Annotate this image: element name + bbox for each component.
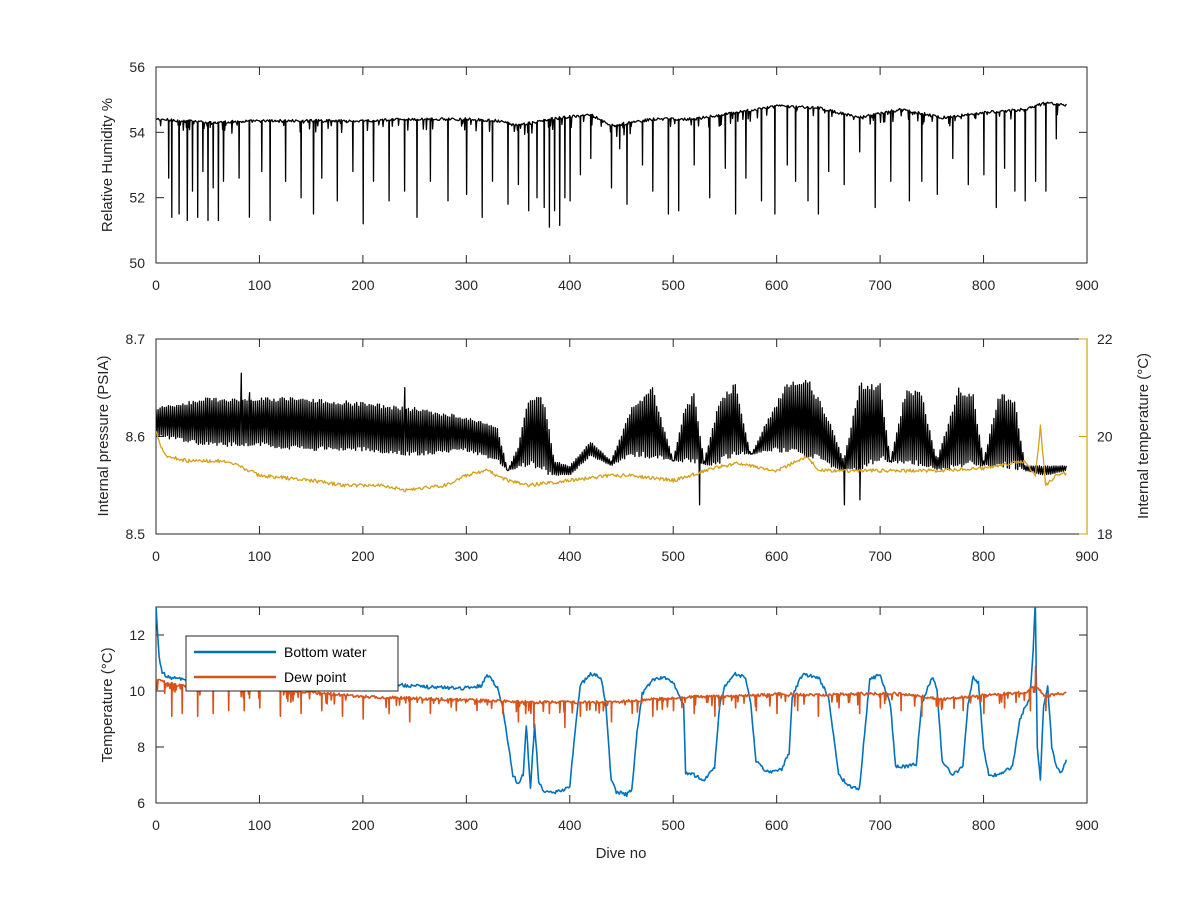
series-line-1-1 (156, 424, 1067, 493)
plot-area (155, 66, 1088, 264)
x-tick-label: 900 (1075, 548, 1099, 564)
x-tick-label: 300 (455, 817, 479, 833)
y-tick-label: 8.5 (126, 526, 146, 542)
y-tick-label: 56 (129, 59, 145, 75)
x-tick-label: 400 (558, 277, 582, 293)
x-tick-label: 900 (1075, 277, 1099, 293)
x-tick-label: 800 (972, 548, 996, 564)
y-tick-label: 12 (129, 627, 145, 643)
data-lines (156, 372, 1067, 506)
x-tick-label: 0 (152, 277, 160, 293)
legend-box (185, 635, 399, 692)
y-tick-label: 6 (137, 795, 145, 811)
y-tick-label-right: 18 (1097, 526, 1113, 542)
x-axis-label: Dive no (596, 845, 647, 862)
x-tick-label: 700 (868, 548, 892, 564)
x-axis-ticks: 0 100 200 300 400 500 600 700 800 900 (152, 339, 1099, 564)
y-axis-ticks: 8.5 8.6 8.7 (126, 331, 164, 542)
y-tick-label: 8.6 (126, 429, 146, 445)
legend: Bottom water Dew point (185, 635, 399, 692)
x-tick-label: 300 (455, 548, 479, 564)
x-tick-label: 900 (1075, 817, 1099, 833)
y-axis-right-label: Internal temperature (°C) (1135, 353, 1152, 519)
y-tick-label: 52 (129, 190, 145, 206)
x-tick-label: 400 (558, 817, 582, 833)
x-tick-label: 600 (765, 548, 789, 564)
x-tick-label: 500 (662, 277, 686, 293)
x-tick-label: 500 (662, 548, 686, 564)
x-tick-label: 0 (152, 817, 160, 833)
x-axis-ticks: 0 100 200 300 400 500 600 700 800 900 (152, 67, 1099, 293)
y-axis-label: Internal pressure (PSIA) (95, 356, 112, 517)
x-tick-label: 0 (152, 548, 160, 564)
y-tick-label: 10 (129, 683, 145, 699)
x-tick-label: 700 (868, 277, 892, 293)
series-line-0-0 (156, 101, 1067, 228)
y-axis-ticks: 6 8 10 12 (129, 627, 1087, 811)
panel-temperature: 0 100 200 300 400 500 600 700 800 900 6 8 10 12 Temp… (99, 606, 1099, 862)
x-tick-label: 300 (455, 277, 479, 293)
y-tick-label-right: 20 (1097, 429, 1113, 445)
y-tick-label-right: 22 (1097, 331, 1113, 347)
x-tick-label: 200 (351, 548, 375, 564)
x-tick-label: 100 (248, 277, 272, 293)
x-tick-label: 800 (972, 277, 996, 293)
y-tick-label: 54 (129, 124, 145, 140)
x-axis-ticks: 0 100 200 300 400 500 600 700 800 900 (152, 607, 1099, 833)
x-tick-label: 400 (558, 548, 582, 564)
y-axis-ticks: 50 52 54 56 (129, 59, 1087, 271)
y-tick-label: 8 (137, 739, 145, 755)
series-line-2-1 (156, 665, 1067, 729)
series-line-1-0 (156, 372, 1067, 506)
legend-label-dew-point: Dew point (284, 669, 346, 685)
x-tick-label: 200 (351, 817, 375, 833)
y-axis-label: Temperature (°C) (99, 647, 116, 762)
x-tick-label: 600 (765, 817, 789, 833)
legend-label-bottom-water: Bottom water (284, 644, 367, 660)
y-axis-label: Relative Humidity % (99, 98, 116, 232)
panel-humidity: 0 100 200 300 400 500 600 700 800 900 50 52 54 56 Re… (99, 59, 1099, 293)
data-lines (156, 101, 1067, 228)
x-tick-label: 100 (248, 817, 272, 833)
y-axis-right-ticks: 18 20 22 (1079, 331, 1113, 542)
x-tick-label: 500 (662, 817, 686, 833)
x-tick-label: 700 (868, 817, 892, 833)
y-tick-label: 8.7 (126, 331, 146, 347)
x-tick-label: 800 (972, 817, 996, 833)
x-tick-label: 600 (765, 277, 789, 293)
x-tick-label: 200 (351, 277, 375, 293)
y-tick-label: 50 (129, 255, 145, 271)
x-tick-label: 100 (248, 548, 272, 564)
panel-pressure: 0 100 200 300 400 500 600 700 800 900 8.5 8.6 8.7 1… (95, 331, 1152, 564)
